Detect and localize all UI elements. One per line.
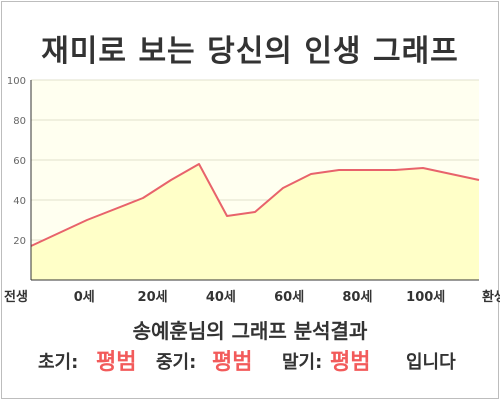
early-value: 평범 [96,350,137,375]
x-tick-label: 전생 [4,289,28,305]
x-tick-label: 0세 [74,290,95,305]
y-tick-label: 100 [7,76,26,87]
middle-value: 평범 [212,350,253,375]
x-tick-label: 60세 [274,290,304,305]
x-tick-label: 20세 [138,290,168,305]
x-tick-label: 환생 [482,289,500,305]
y-tick-label: 60 [13,156,26,167]
y-tick-label: 40 [13,196,26,207]
analysis-headline: 송예훈님의 그래프 분석결과 [132,319,368,343]
y-tick-label: 80 [13,116,26,127]
ending-text: 입니다 [406,352,456,373]
series-line [30,163,480,247]
y-tick-label: 20 [13,236,26,247]
page-title: 재미로 보는 당신의 인생 그래프 [41,34,459,69]
x-tick-label: 40세 [206,290,236,305]
x-tick-label: 100세 [406,290,445,305]
early-label: 초기: [38,352,79,373]
area-fill [31,164,479,280]
x-tick-label: 80세 [342,290,372,305]
analysis-result: 초기: 평범 중기: 평범 말기: 평범 입니다 [0,346,500,380]
late-value: 평범 [330,350,371,375]
middle-label: 중기: [156,352,197,373]
late-label: 말기: [282,352,323,373]
